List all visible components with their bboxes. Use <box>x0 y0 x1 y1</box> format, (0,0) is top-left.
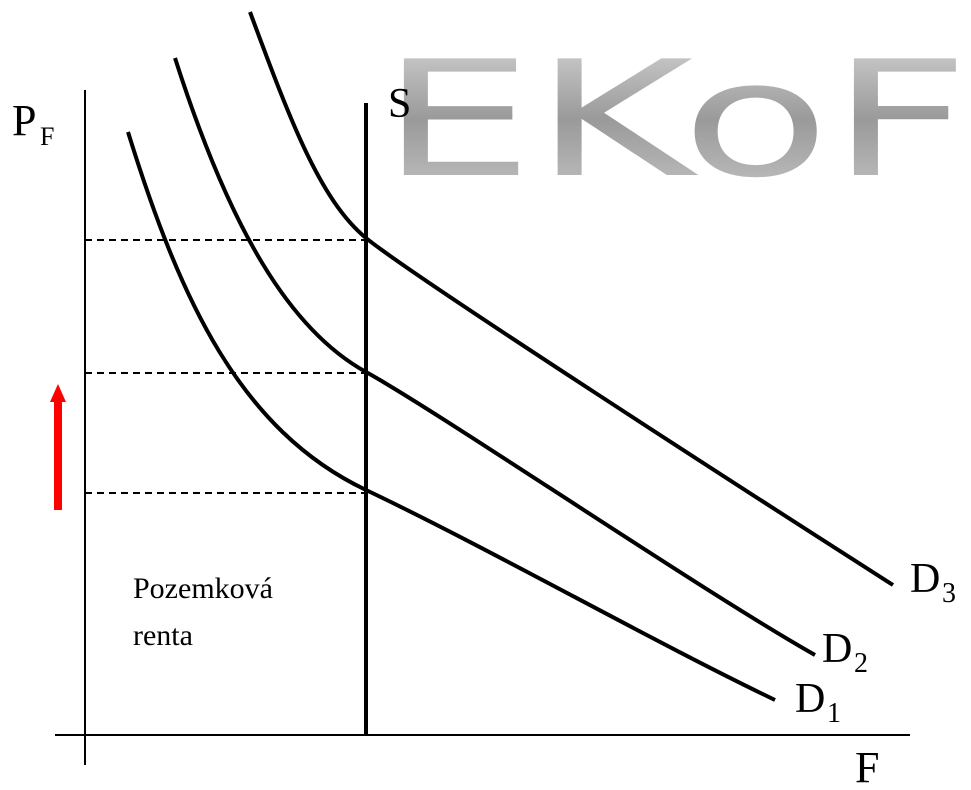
demand-label: D <box>910 556 940 602</box>
arrow-head <box>50 384 66 402</box>
watermark: EKoF <box>380 26 970 213</box>
area-label: Pozemková <box>133 572 273 605</box>
demand-curve <box>248 11 895 587</box>
demand-curve <box>126 131 776 702</box>
demand-label-sub: 1 <box>827 698 841 729</box>
demand-label-sub: 2 <box>854 648 868 679</box>
supply-label: S <box>388 81 411 127</box>
x-axis-label: F <box>855 743 879 790</box>
demand-label: D <box>795 676 825 722</box>
area-label: renta <box>133 619 193 652</box>
demand-label: D <box>822 626 852 672</box>
y-axis-label-sub: F <box>40 122 54 151</box>
y-axis-label: P <box>12 96 36 145</box>
demand-curve <box>173 57 816 657</box>
demand-label-sub: 3 <box>942 578 956 609</box>
